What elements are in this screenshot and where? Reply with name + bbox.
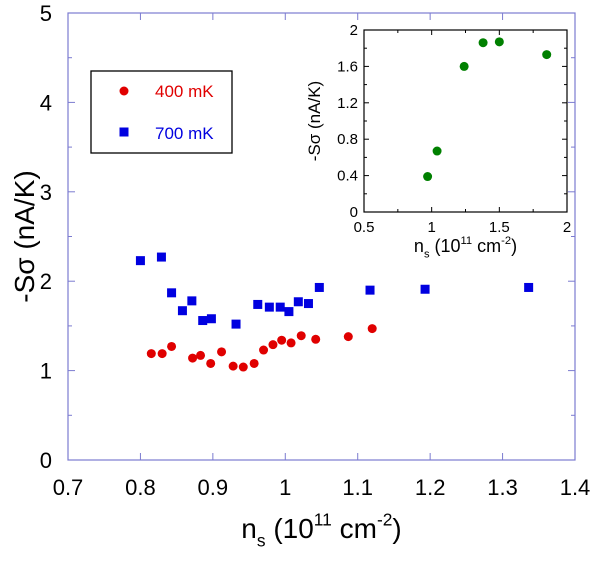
data-point-700mk — [198, 316, 208, 326]
data-point-400mk — [311, 334, 321, 344]
xlabel-unit_mid: cm — [472, 236, 501, 256]
data-point-700mk — [135, 256, 145, 266]
main-y-tick-label: 3 — [40, 180, 52, 205]
inset-x-tick-label: 1 — [427, 219, 435, 236]
legend-label-400mk: 400 mK — [155, 82, 214, 101]
inset-y-tick-label: 0.8 — [337, 131, 358, 148]
data-point-400mk — [343, 332, 353, 342]
main-x-tick-label: 1.2 — [415, 475, 446, 500]
inset-y-tick-label: 0.4 — [337, 168, 358, 185]
inset-plot-frame — [363, 29, 568, 213]
legend-marker-400mk — [119, 86, 129, 96]
data-point-400mk — [249, 358, 259, 368]
xlabel-sub: s — [424, 248, 430, 260]
data-point-400mk — [367, 324, 377, 334]
data-point-700mk — [284, 307, 294, 317]
xlabel-unit_mid: cm — [332, 513, 377, 544]
main-y-tick-label: 1 — [40, 359, 52, 384]
data-point-400mk — [286, 338, 296, 348]
data-point-700mk — [177, 306, 187, 316]
main-y-tick-label: 2 — [40, 269, 52, 294]
xlabel-unit_post: ) — [392, 513, 401, 544]
data-point-700mk — [264, 302, 274, 312]
xlabel-unit_pre: (10 — [430, 236, 461, 256]
main-y-tick-label: 5 — [40, 1, 52, 26]
data-point-700mk — [420, 284, 430, 294]
data-point-700mk — [314, 282, 324, 292]
data-point-400mk — [268, 340, 278, 350]
inset-data-point — [542, 50, 552, 60]
inset-y-tick-label: 0 — [350, 204, 358, 221]
data-point-700mk — [275, 302, 285, 312]
inset-y-axis-label: -Sσ (nA/K) — [305, 81, 324, 161]
data-point-400mk — [167, 341, 177, 351]
data-point-400mk — [206, 358, 216, 368]
data-point-700mk — [253, 299, 263, 309]
data-point-400mk — [238, 362, 248, 372]
legend-marker-700mk — [119, 127, 129, 137]
data-point-400mk — [259, 345, 269, 355]
main-x-tick-label: 0.8 — [125, 475, 156, 500]
main-x-tick-label: 1.1 — [342, 475, 373, 500]
main-x-tick-label: 1 — [279, 475, 291, 500]
xlabel-main: n — [414, 236, 424, 256]
data-point-400mk — [188, 353, 198, 363]
xlabel-unit_post: ) — [511, 236, 517, 256]
xlabel-sup1: 11 — [314, 509, 332, 529]
main-x-axis-label: ns (1011 cm-2) — [241, 509, 401, 550]
xlabel-sup2: -2 — [501, 235, 511, 247]
data-point-700mk — [167, 288, 177, 298]
data-point-700mk — [156, 252, 166, 262]
data-point-400mk — [277, 335, 287, 345]
data-point-700mk — [231, 319, 241, 329]
data-point-700mk — [365, 285, 375, 295]
data-point-400mk — [228, 361, 238, 371]
data-point-700mk — [293, 297, 303, 307]
data-point-400mk — [217, 347, 227, 357]
xlabel-main: n — [241, 513, 257, 544]
main-x-tick-label: 0.7 — [53, 475, 84, 500]
xlabel-sup1: 11 — [461, 235, 473, 247]
main-x-tick-label: 1.3 — [487, 475, 518, 500]
inset-data-point — [459, 61, 469, 71]
inset-data-point — [494, 37, 504, 47]
inset-x-tick-label: 1.5 — [489, 219, 510, 236]
inset-y-tick-label: 1.6 — [337, 58, 358, 75]
inset-data-point — [478, 38, 488, 48]
data-point-400mk — [196, 350, 206, 360]
main-x-tick-label: 1.4 — [560, 475, 591, 500]
data-point-700mk — [524, 282, 534, 292]
data-point-400mk — [296, 331, 306, 341]
xlabel-sub: s — [257, 530, 266, 550]
main-y-axis-label: -Sσ (nA/K) — [9, 170, 40, 302]
main-y-tick-label: 4 — [40, 90, 52, 115]
xlabel-unit_pre: (10 — [266, 513, 314, 544]
data-point-700mk — [303, 299, 313, 309]
inset-x-tick-label: 2 — [563, 219, 571, 236]
main-y-tick-label: 0 — [40, 448, 52, 473]
inset-data-point — [432, 146, 442, 156]
xlabel-sup2: -2 — [377, 509, 392, 529]
legend-box — [90, 70, 233, 154]
inset-x-axis-label: ns (1011 cm-2) — [414, 235, 517, 261]
legend-label-700mk: 700 mK — [155, 124, 214, 143]
inset-data-point — [423, 172, 433, 182]
data-point-400mk — [146, 349, 156, 359]
inset-y-tick-label: 2 — [350, 22, 358, 39]
data-point-700mk — [187, 296, 197, 306]
data-point-400mk — [157, 349, 167, 359]
data-point-700mk — [206, 314, 216, 324]
main-x-tick-label: 0.9 — [198, 475, 229, 500]
inset-y-tick-label: 1.2 — [337, 95, 358, 112]
inset-x-tick-label: 0.5 — [354, 219, 375, 236]
